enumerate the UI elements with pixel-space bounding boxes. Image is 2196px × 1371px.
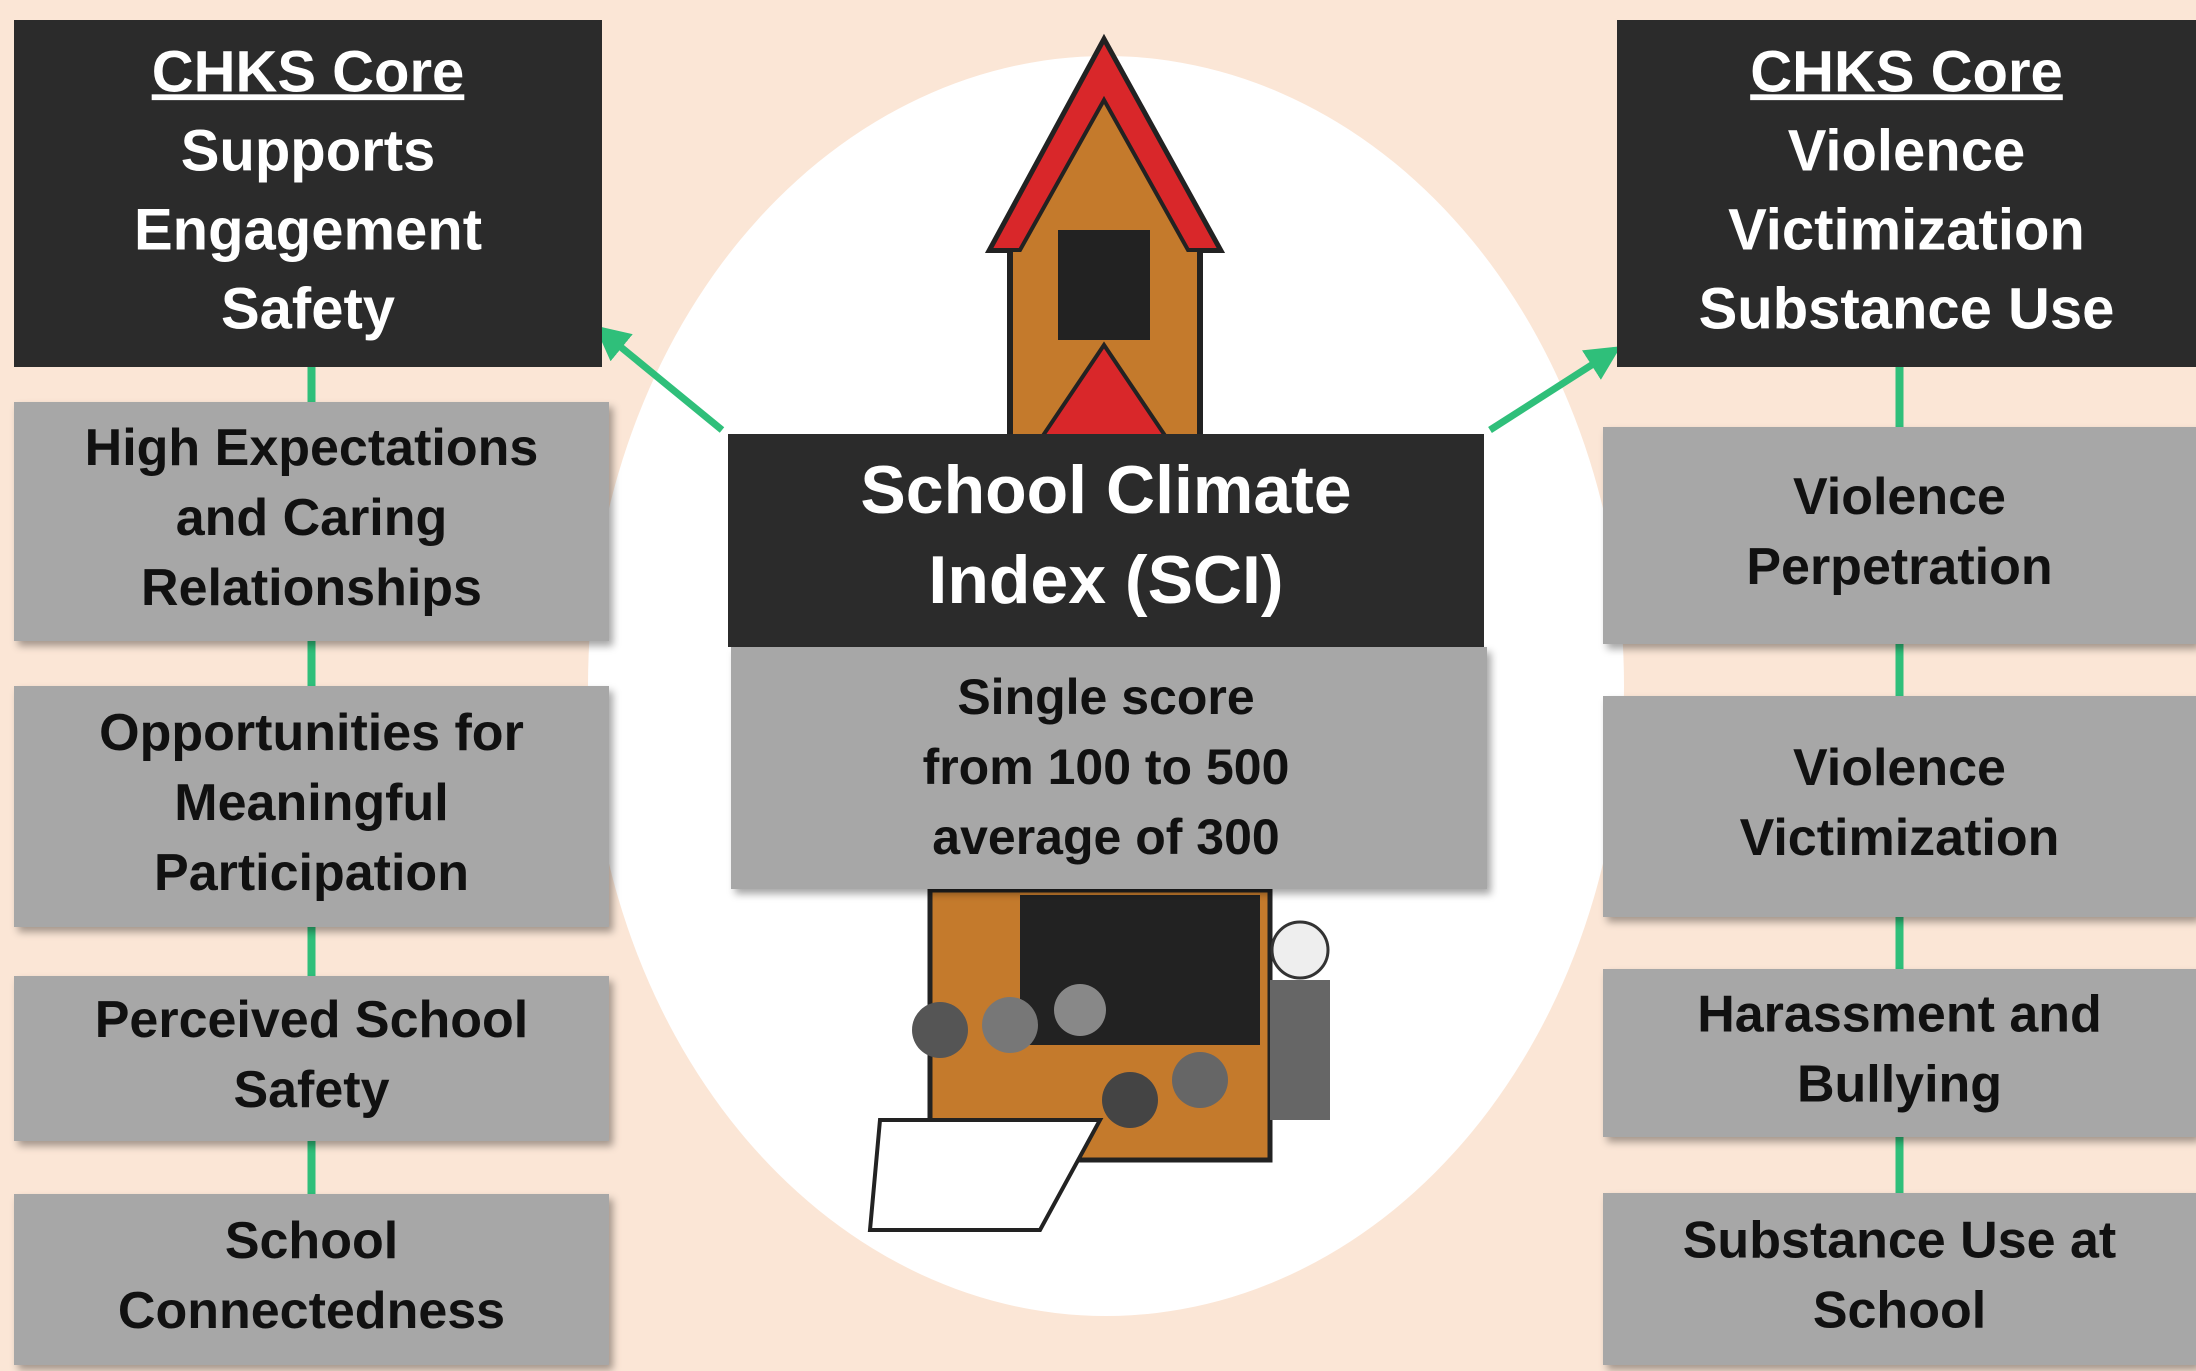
item-line: Violence — [1793, 739, 2006, 797]
item-line: Opportunities for — [99, 704, 524, 762]
item-line: Perpetration — [1746, 538, 2052, 596]
item-line: Safety — [233, 1061, 389, 1119]
item-line: Relationships — [141, 559, 482, 617]
item-line: Substance Use at — [1683, 1212, 2117, 1270]
header-line: Engagement — [134, 197, 482, 262]
header-line: Safety — [221, 276, 395, 341]
item-box — [1603, 696, 2196, 917]
index-title: School Climate — [860, 452, 1351, 528]
item-line: Perceived School — [95, 991, 529, 1049]
header-line: Violence — [1788, 118, 2026, 183]
item-box — [1603, 427, 2196, 644]
header-line: Victimization — [1728, 197, 2085, 262]
header-line: Substance Use — [1699, 276, 2115, 341]
item-line: Connectedness — [118, 1282, 505, 1340]
item-line: Bullying — [1797, 1056, 2002, 1114]
index-description: from 100 to 500 — [923, 739, 1290, 795]
item-line: Violence — [1793, 468, 2006, 526]
page: CHKS Core Supports Engagement Safety High Ex… — [0, 0, 2196, 1371]
item-line: School — [225, 1212, 398, 1270]
item-line: Harassment and — [1697, 986, 2102, 1044]
index-description: Single score — [957, 669, 1254, 725]
item-line: Victimization — [1740, 809, 2060, 867]
header-title: CHKS Core — [152, 39, 465, 104]
index-title: Index (SCI) — [928, 542, 1283, 618]
item-line: High Expectations — [85, 419, 539, 477]
item-line: Participation — [154, 844, 469, 902]
header-title: CHKS Core — [1750, 39, 2063, 104]
diagram: CHKS Core Supports Engagement Safety High Ex… — [0, 0, 2196, 1371]
header-line: Supports — [181, 118, 436, 183]
item-line: School — [1813, 1282, 1986, 1340]
index-description: average of 300 — [932, 809, 1279, 865]
item-line: Meaningful — [174, 774, 448, 832]
item-line: and Caring — [176, 489, 448, 547]
